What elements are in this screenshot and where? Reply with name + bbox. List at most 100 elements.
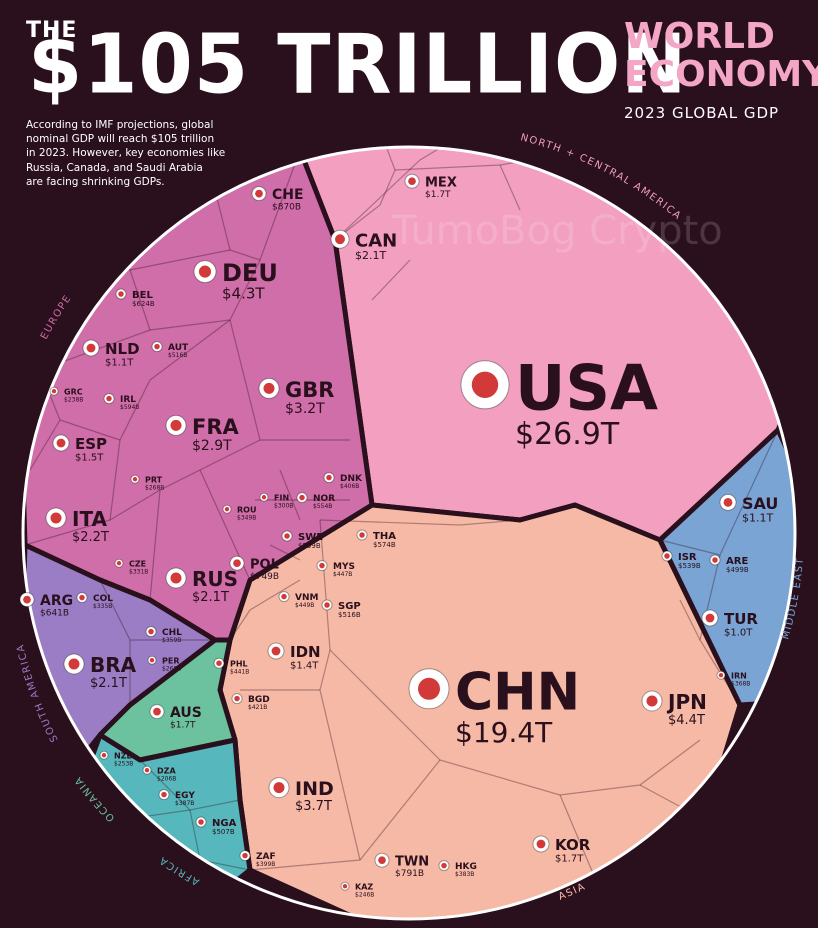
intro-line: in 2023. However, key economies like [26,147,226,160]
flag-icon-inner [116,561,122,566]
flag-icon-inner [144,768,150,773]
country-gdp-label: $300B [274,502,293,509]
country-idn: IDN$1.4T [267,642,321,672]
cell-border [119,319,231,441]
country-code-label: ESP [75,435,107,453]
country-gdp-label: $594B [120,404,139,411]
cell-border [249,759,441,871]
country-phl: PHL$441B [213,657,249,675]
flag-icon-inner [705,613,715,623]
country-code-label: PER [162,656,180,665]
country-gdp-label: $870B [272,203,301,213]
flag-icon-inner [161,791,167,798]
country-code-label: MEX [425,175,457,190]
country-code-label: CAN [355,230,397,251]
country-gdp-label: $399B [256,861,275,868]
country-ita: ITA$2.2T [45,507,109,545]
flag-icon-inner [106,395,112,402]
page-subtitle: 2023 GLOBAL GDP [624,104,780,122]
country-bra: BRA$2.1T [63,653,137,691]
header-world-line: WORLD [624,16,775,57]
country-vnm: VNM$449B [278,591,318,609]
intro-line: nominal GDP will reach $105 trillion [26,133,215,146]
country-gdp-label: $331B [129,568,148,575]
country-swe: SWE$599B [281,530,323,550]
flag-icon-inner [23,595,31,604]
country-esp: ESP$1.5T [52,434,107,464]
country-code-label: POL [250,557,279,572]
country-code-label: CHN [455,663,580,723]
country-code-label: FIN [274,493,289,502]
country-code-label: SGP [338,601,361,612]
header-the: THE [26,18,78,43]
country-gdp-label: $246B [355,891,374,898]
flag-icon-inner [263,382,275,394]
flag-icon-inner [198,265,212,278]
country-cze: CZE$331B [114,558,148,575]
country-ind: IND$3.7T [268,777,334,814]
country-gdp-label: $624B [132,300,155,308]
flag-icon-inner [471,371,499,398]
country-chn: CHN$19.4T [408,663,580,749]
flag-icon-inner [261,495,267,500]
cell-border [699,554,741,706]
country-code-label: NGA [212,818,237,829]
country-code-label: CHL [162,628,182,638]
country-gdp-label: $449B [295,602,314,609]
intro-line: According to IMF projections, global [26,119,214,131]
flag-icon-inner [664,553,670,559]
country-code-label: RUS [192,567,238,591]
country-rus: RUS$2.1T [165,567,238,605]
flag-icon-inner [723,498,733,507]
flag-icon-inner [154,343,160,350]
country-code-label: COL [93,594,113,604]
country-code-label: BEL [132,290,153,301]
country-code-label: DEU [222,259,278,287]
country-gdp-label: $2.9T [192,438,232,454]
region-label-oceania: OCEANIA [72,774,117,824]
flag-icon-inner [319,562,325,569]
country-hkg: HKG$383B [438,860,477,878]
country-gdp-label: $19.4T [455,716,553,749]
country-dza: DZA$206B [142,765,176,782]
country-gdp-label: $368B [731,680,750,687]
flag-icon-inner [342,884,348,889]
flag-icon-inner [233,559,241,568]
country-usa: USA$26.9T [460,352,658,452]
cell-border [371,259,411,301]
flag-icon-inner [101,753,107,758]
country-arg: ARG$641B [19,592,73,619]
flag-icon-inner [170,419,182,431]
country-nld: NLD$1.1T [82,339,140,369]
country-chl: CHL$359B [145,626,182,644]
country-gdp-label: $641B [40,609,69,619]
country-code-label: GRC [64,387,83,396]
country-gdp-label: $1.7T [555,854,584,865]
country-gdp-label: $206B [157,775,176,782]
country-code-label: MYS [333,562,355,572]
country-aut: AUT$516B [151,341,189,359]
country-jpn: JPN$4.4T [641,690,707,728]
country-gdp-label: $1.4T [290,661,319,672]
country-code-label: USA [515,352,658,425]
country-code-label: IND [295,778,334,800]
intro-text: According to IMF projections, global nom… [26,118,231,189]
country-code-label: ZAF [256,852,276,862]
country-gdp-label: $2.1T [90,676,127,691]
header-economy-line: ECONOMY [624,53,818,95]
flag-icon-inner [224,507,230,512]
country-gdp-label: $1.7T [425,190,451,200]
country-code-label: JPN [666,690,707,714]
country-code-label: NLD [105,340,140,358]
country-gdp-label: $2.2T [72,530,109,545]
country-gdp-label: $406B [340,483,359,490]
country-rou: ROU$349B [222,504,256,521]
country-gdp-label: $499B [726,566,749,574]
cell-border [319,689,361,861]
country-gdp-label: $791B [395,869,424,879]
country-code-label: ROU [237,505,256,514]
cell-border [29,419,61,471]
flag-icon-inner [271,646,281,656]
flag-icon-inner [284,533,290,539]
cell-border [99,579,215,641]
